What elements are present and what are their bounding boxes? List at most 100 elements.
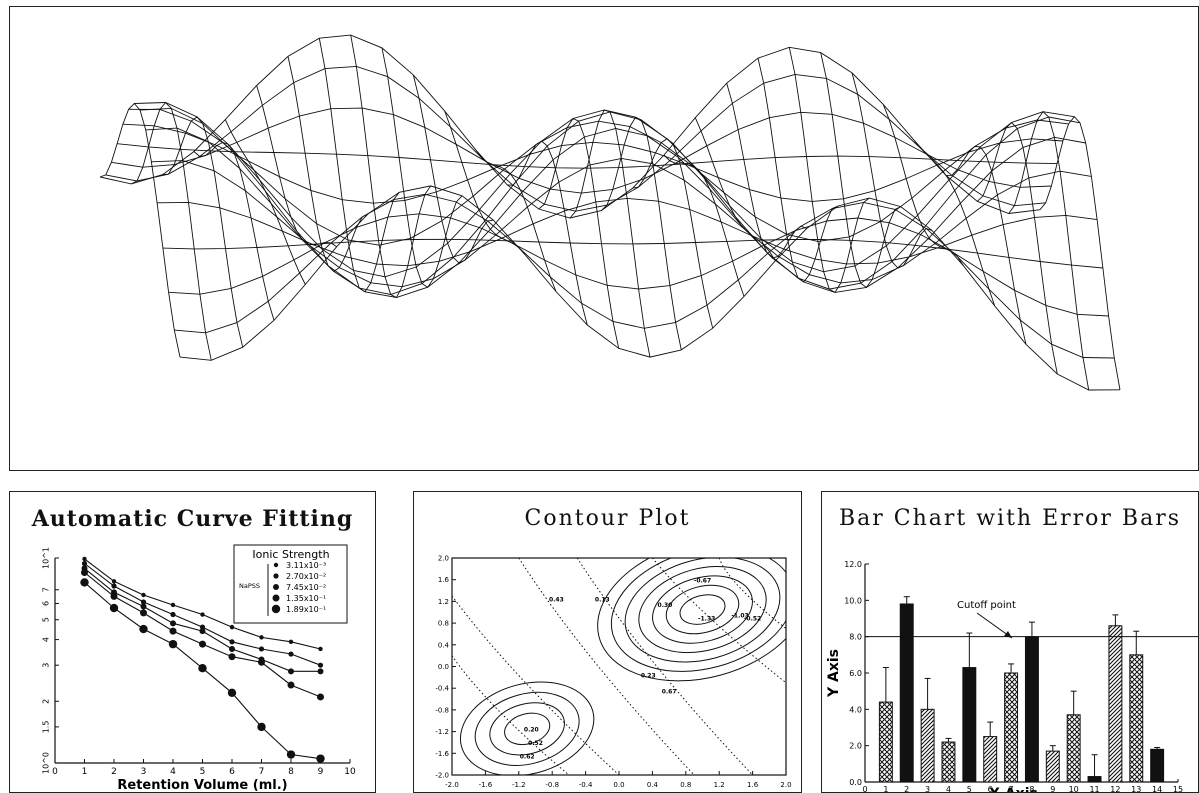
x-tick-label: 0.8 — [680, 781, 691, 789]
mesh-col-line — [224, 119, 306, 285]
mesh-col-line — [507, 140, 588, 326]
x-tick-label: 14 — [1152, 785, 1162, 793]
data-point — [81, 560, 88, 567]
x-tick-label: 0 — [862, 785, 867, 793]
x-tick-label: 10 — [344, 767, 356, 777]
x-tick-label: 0 — [52, 767, 58, 777]
data-point — [139, 624, 148, 634]
y-tick-label: 7 — [42, 587, 51, 592]
y-axis-label: Y Axis — [826, 649, 842, 698]
series-4 — [81, 568, 324, 701]
legend-entry: 2.70x10⁻² — [286, 572, 326, 581]
contour-dotted — [652, 558, 786, 684]
data-point — [81, 568, 88, 576]
x-tick-label: 3 — [141, 767, 147, 777]
y-tick-label: 0.0 — [438, 663, 449, 671]
contour-label: 0.23 — [641, 672, 656, 679]
y-tick-label: 10^1 — [42, 547, 51, 569]
mesh-col-line — [287, 56, 369, 272]
bar — [1066, 714, 1081, 783]
y-tick-label: -1.6 — [435, 750, 449, 758]
mesh-col-line — [945, 146, 1027, 345]
data-point — [317, 662, 324, 668]
y-tick-label: 5 — [42, 617, 51, 622]
bar — [1045, 750, 1060, 783]
mesh-col-line — [976, 121, 1058, 375]
x-tick-label: 12 — [1110, 785, 1120, 793]
contour-label: 0.20 — [524, 727, 539, 734]
data-point — [169, 627, 177, 635]
legend-box — [233, 544, 348, 624]
curve-fitting-panel: Automatic Curve Fitting 0 1 2 3 4 5 6 7 8 9 10 10^0… — [9, 491, 376, 793]
contour-ring — [652, 575, 753, 644]
x-tick-label: 5 — [200, 767, 206, 777]
contour-dotted — [518, 558, 695, 775]
y-tick-label: 10.0 — [844, 596, 862, 605]
x-tick-label: 10 — [1069, 785, 1079, 793]
data-point — [140, 609, 147, 617]
y-tick-label: 8.0 — [849, 633, 862, 642]
data-point — [317, 693, 324, 701]
x-tick-label: -1.6 — [479, 781, 493, 789]
y-tick-label: 6 — [42, 601, 51, 606]
mesh-col-line — [820, 52, 901, 289]
contour-label: -0.52 — [744, 615, 761, 622]
y-tick-label: 3 — [42, 663, 51, 668]
data-point — [80, 578, 89, 587]
mesh-col-line — [1008, 111, 1090, 391]
contour-ring — [504, 712, 551, 746]
mesh-col-line — [726, 83, 807, 259]
mesh-col-line — [162, 116, 244, 348]
x-tick-label: 1.2 — [714, 781, 725, 789]
contour-ring — [489, 702, 565, 756]
x-tick-label: -2.0 — [445, 781, 459, 789]
mesh-row-line — [117, 143, 1058, 169]
contour-ring — [597, 558, 786, 682]
y-tick-label: 1.2 — [438, 598, 449, 606]
plot-frame — [451, 557, 787, 776]
x-tick-label: 9 — [318, 767, 324, 777]
contour-label: 0.52 — [528, 740, 543, 747]
data-point — [140, 599, 147, 605]
mesh-col-line — [193, 142, 275, 321]
mesh-col-line — [600, 116, 682, 350]
y-tick-label: 2.0 — [849, 742, 862, 751]
bar — [962, 667, 977, 783]
data-point — [288, 651, 294, 657]
x-tick-label: 0.4 — [647, 781, 659, 789]
mesh-col-line — [694, 117, 776, 262]
contour-ring — [459, 681, 595, 775]
y-tick-label: 10^0 — [42, 752, 51, 774]
x-tick-label: 11 — [1089, 785, 1099, 793]
data-point — [200, 612, 205, 617]
x-tick-label: 8 — [288, 767, 294, 777]
data-point — [259, 635, 264, 640]
legend-marker — [273, 562, 279, 568]
mesh-col-line — [757, 58, 839, 283]
mesh-col-line — [788, 47, 870, 294]
mesh-col-line — [851, 72, 933, 269]
surface-mesh — [99, 34, 1121, 391]
mesh-col-line — [412, 74, 494, 264]
mesh-col-line — [663, 154, 745, 297]
contour-dotted — [452, 595, 620, 775]
data-point — [168, 639, 178, 649]
data-point — [229, 645, 235, 652]
y-tick-label: 4.0 — [849, 705, 862, 714]
data-point — [111, 583, 117, 589]
y-tick-label: 1.5 — [42, 721, 51, 734]
x-tick-label: 2 — [904, 785, 909, 793]
contour-lines — [452, 558, 786, 775]
data-point — [227, 688, 237, 698]
y-tick-label: 1.6 — [438, 576, 450, 584]
bar — [1129, 654, 1144, 783]
y-tick-label: 6.0 — [849, 669, 862, 678]
data-point — [317, 668, 324, 675]
mesh-row-line — [168, 213, 1109, 317]
legend-marker — [272, 594, 280, 602]
data-point — [199, 628, 206, 635]
contour-chart: -2.0 -1.6 -1.2 -0.8 -0.4 0.0 0.4 0.8 1.2 1.6 2.0 -2… — [435, 555, 791, 790]
mesh-col-line — [882, 104, 964, 266]
data-point — [170, 620, 176, 627]
data-point — [140, 603, 147, 610]
